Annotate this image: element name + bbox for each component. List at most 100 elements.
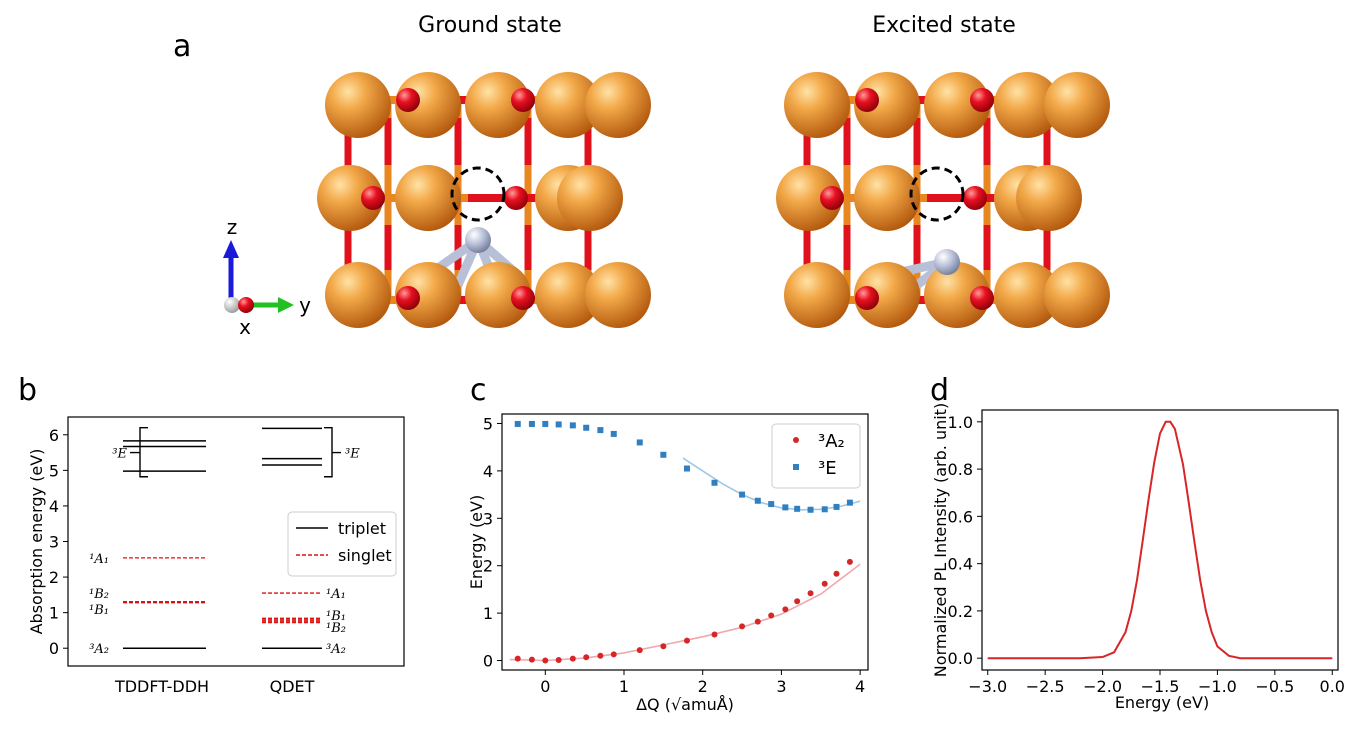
data-point (514, 420, 521, 427)
data-point (597, 427, 604, 434)
state-label: ¹B₁ (326, 609, 346, 624)
vacancy-circle (450, 166, 506, 222)
x-tick-label: −1.5 (1141, 677, 1180, 696)
metal-atom (784, 72, 850, 138)
z-axis-label: z (227, 215, 238, 239)
metal-atom (465, 72, 531, 138)
metal-atom (395, 262, 461, 328)
oxygen-atom (963, 186, 987, 210)
data-point (754, 497, 761, 504)
metal-atom (776, 165, 842, 231)
state-label: ³E (345, 447, 360, 462)
data-point (583, 654, 590, 661)
y-tick-label: 0.4 (948, 555, 973, 574)
y-tick-label: 2 (49, 568, 59, 587)
plot-frame (501, 413, 869, 671)
oxygen-atom (396, 286, 420, 310)
excited-state-structure (776, 72, 1110, 328)
y-axis-title: Absorption energy (eV) (27, 449, 46, 635)
metal-atom (784, 262, 850, 328)
data-point (660, 643, 667, 650)
metal-atom (325, 72, 391, 138)
data-point (782, 606, 789, 613)
oxygen-atom (511, 88, 535, 112)
data-point (711, 479, 718, 486)
metal-atom (1016, 165, 1082, 231)
metal-atom (325, 262, 391, 328)
data-point (739, 623, 746, 630)
legend-label: singlet (338, 546, 392, 565)
data-point (794, 505, 801, 512)
data-point (610, 651, 617, 658)
metal-atom (994, 72, 1060, 138)
x-tick-label: 4 (855, 677, 865, 696)
data-point (555, 421, 562, 428)
bracket (324, 426, 341, 478)
data-point (610, 430, 617, 437)
y-axis-title: Normalized PL Intensity (arb. unit) (931, 403, 950, 677)
oxygen-atom (855, 286, 879, 310)
panel-d-chart: −3.0 −2.5 −2.0 −1.5 −1.0 −0.5 0.0 0.0 0.2 0.4 0.6 0… (931, 403, 1345, 712)
vacancy-circle (909, 166, 965, 222)
category-label: TDDFT-DDH (114, 677, 209, 696)
panel-c-chart: 0 1 2 3 4 0 1 2 3 4 5 ΔQ (√amuÅ) Energy (eV) ³A₂ ³E (467, 413, 869, 714)
data-point (514, 655, 521, 662)
data-point (794, 598, 801, 605)
metal-atom (1044, 262, 1110, 328)
state-label: ³A₂ (89, 642, 109, 657)
y-tick-label: 5 (483, 414, 493, 433)
y-tick-label: 4 (49, 497, 59, 516)
legend-box (771, 423, 861, 489)
data-point (569, 655, 576, 662)
data-point (683, 637, 690, 644)
x-tick-label: 0.0 (1320, 677, 1345, 696)
x-tick-label: −2.0 (1083, 677, 1122, 696)
data-point (597, 652, 604, 659)
metal-atom (585, 262, 651, 328)
metal-atom (1044, 72, 1110, 138)
legend-label: ³A₂ (818, 431, 845, 452)
y-tick-label: 0.8 (948, 460, 973, 479)
legend: ³A₂ ³E (771, 423, 861, 489)
x-tick-label: −3.0 (968, 677, 1007, 696)
metal-atom (535, 262, 601, 328)
panel-c-label: c (470, 373, 487, 408)
state-label: ¹A₁ (89, 552, 109, 567)
x-tick-label: −0.5 (1255, 677, 1294, 696)
y-tick-label: 6 (49, 426, 59, 445)
metal-atom (557, 165, 623, 231)
data-point (821, 580, 828, 587)
data-point (528, 420, 535, 427)
y-axis-label: y (299, 293, 311, 317)
legend-marker (793, 464, 799, 470)
panel-a-label: a (173, 29, 191, 64)
fit-curve (509, 563, 861, 662)
ground-state-title: Ground state (418, 13, 562, 38)
category-label: QDET (270, 677, 315, 696)
state-label: ¹B₁ (89, 603, 109, 618)
x-tick-label: −1.0 (1198, 677, 1237, 696)
y-tick-label: 5 (49, 461, 59, 480)
data-point (569, 422, 576, 429)
x-tick-label: 2 (698, 677, 708, 696)
oxygen-atom (970, 286, 994, 310)
x-tick-label: 0 (540, 677, 550, 696)
panel-b-label: b (18, 373, 37, 408)
y-tick-label: 0.6 (948, 507, 973, 526)
y-tick-label: 4 (483, 462, 493, 481)
y-tick-label: 3 (483, 509, 493, 528)
metal-atom (585, 72, 651, 138)
data-point (807, 506, 814, 513)
data-point (636, 439, 643, 446)
excited-state-title: Excited state (872, 13, 1016, 38)
state-label: ¹B₂ (89, 587, 109, 602)
data-point (807, 590, 814, 597)
metal-atom (924, 262, 990, 328)
x-tick-label: 1 (619, 677, 629, 696)
y-tick-label: 1 (49, 604, 59, 623)
state-label: ¹A₁ (326, 587, 346, 602)
x-axis-title: ΔQ (√amuÅ) (636, 695, 734, 714)
data-point (739, 491, 746, 498)
oxygen-atom (361, 186, 385, 210)
data-point (711, 631, 718, 638)
